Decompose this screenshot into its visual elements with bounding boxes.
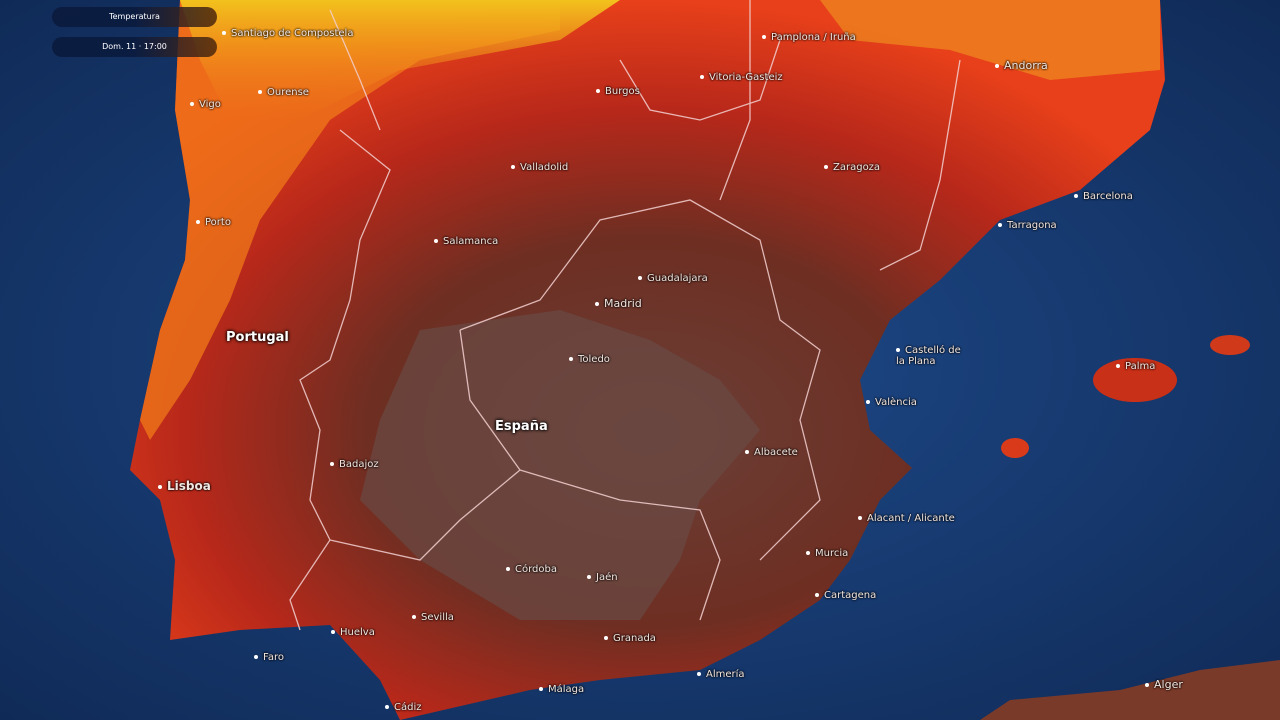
city-label: Burgos bbox=[596, 86, 640, 97]
menorca bbox=[1210, 335, 1250, 355]
city-label: Murcia bbox=[806, 548, 848, 559]
city-label: Salamanca bbox=[434, 236, 498, 247]
city-label: Valladolid bbox=[511, 162, 568, 173]
mallorca bbox=[1093, 358, 1177, 402]
city-label: Alger bbox=[1145, 678, 1183, 691]
city-label: Palma bbox=[1116, 361, 1155, 372]
city-label: Alacant / Alicante bbox=[858, 513, 955, 524]
north-africa-land bbox=[980, 660, 1280, 720]
ibiza bbox=[1001, 438, 1029, 458]
city-label: Toledo bbox=[569, 354, 610, 365]
country-label-portugal: Portugal bbox=[226, 330, 289, 345]
city-label: Castelló de la Plana bbox=[896, 345, 966, 367]
city-label: Guadalajara bbox=[638, 273, 708, 284]
city-label: Pamplona / Iruña bbox=[762, 32, 856, 43]
city-label: Granada bbox=[604, 633, 656, 644]
city-label: Zaragoza bbox=[824, 162, 880, 173]
city-label: Porto bbox=[196, 217, 231, 228]
city-label: Barcelona bbox=[1074, 191, 1133, 202]
city-label: Jaén bbox=[587, 572, 618, 583]
city-label: Santiago de Compostela bbox=[222, 28, 353, 39]
pyrenees-band bbox=[820, 0, 1160, 80]
city-label: Albacete bbox=[745, 447, 798, 458]
city-label: Badajoz bbox=[330, 459, 379, 470]
city-label: Cartagena bbox=[815, 590, 876, 601]
city-label: Tarragona bbox=[998, 220, 1057, 231]
city-label: Lisboa bbox=[158, 479, 211, 493]
city-label: Sevilla bbox=[412, 612, 454, 623]
time-label[interactable]: Dom. 11 · 17:00 bbox=[52, 37, 217, 57]
region-borders bbox=[289, 0, 961, 631]
city-label: Córdoba bbox=[506, 564, 557, 575]
city-label: Ourense bbox=[258, 87, 309, 98]
city-label: València bbox=[866, 397, 917, 408]
city-label: Almería bbox=[697, 669, 745, 680]
city-label: Madrid bbox=[595, 297, 642, 310]
city-label: Huelva bbox=[331, 627, 375, 638]
city-label: Cádiz bbox=[385, 702, 422, 713]
city-label: Vigo bbox=[190, 99, 221, 110]
layer-label[interactable]: Temperatura bbox=[52, 7, 217, 27]
city-label: Vitoria-Gasteiz bbox=[700, 72, 783, 83]
city-label: Andorra bbox=[995, 59, 1048, 72]
country-label-espana: España bbox=[495, 419, 548, 434]
city-label: Málaga bbox=[539, 684, 584, 695]
city-label: Faro bbox=[254, 652, 284, 663]
meseta-hot-zone bbox=[360, 310, 760, 620]
